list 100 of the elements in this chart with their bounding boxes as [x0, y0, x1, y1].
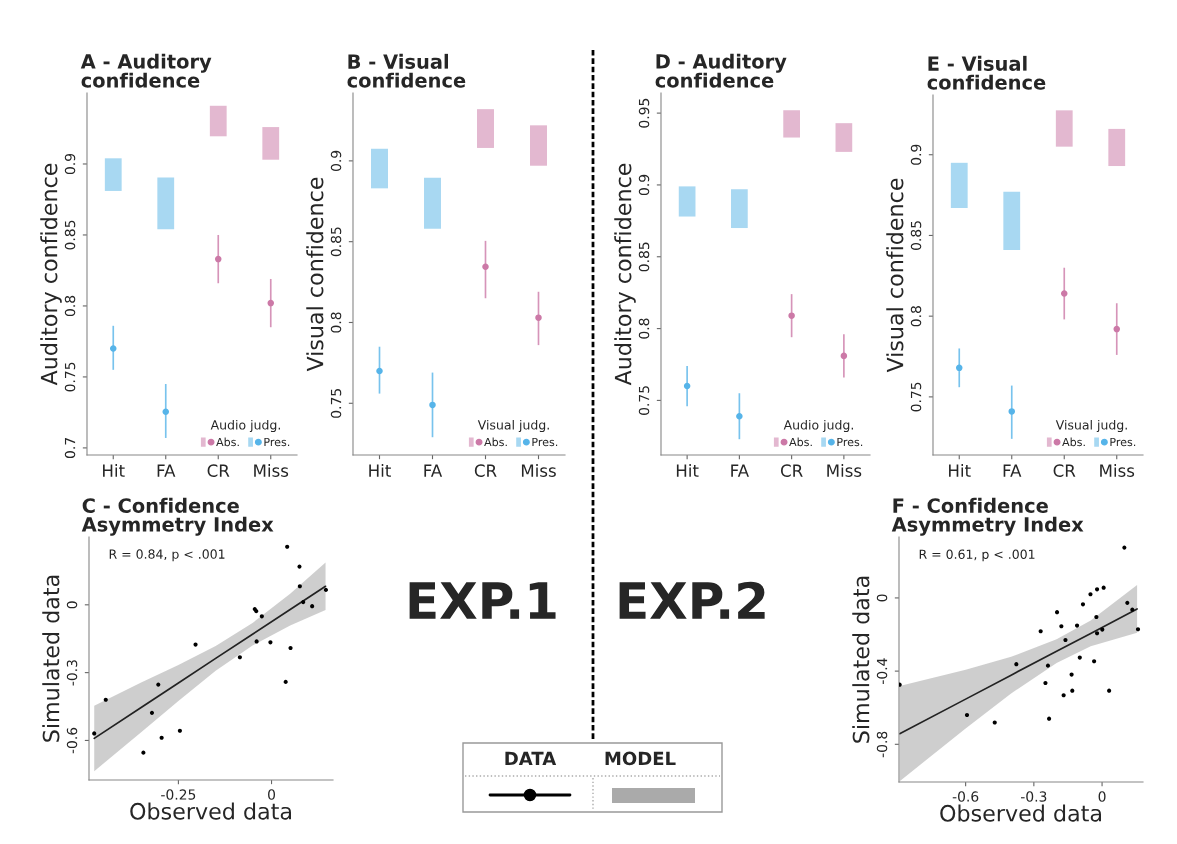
point — [1043, 680, 1048, 686]
point — [376, 367, 383, 375]
y-tick-label: 0.8 — [910, 306, 922, 327]
point — [1047, 716, 1052, 721]
x-tick-label: Hit — [369, 464, 391, 477]
y-tick-label: 0.9 — [910, 144, 922, 165]
point — [109, 345, 117, 352]
y-tick-label: 0.85 — [330, 227, 342, 257]
bar — [424, 177, 441, 229]
chart-title: B - Visual confidence — [347, 53, 466, 88]
point — [301, 600, 306, 605]
point — [1130, 607, 1135, 612]
legend-label: Pres. — [1110, 437, 1136, 447]
chart-title: A - Auditory confidence — [80, 53, 212, 88]
point — [535, 314, 542, 321]
point — [788, 312, 795, 319]
point — [1061, 693, 1066, 698]
point — [237, 655, 242, 660]
x-tick-label: 0 — [1098, 791, 1106, 802]
point — [177, 728, 182, 733]
text: EXP.1 — [409, 582, 556, 619]
y-tick-label: -0.8 — [876, 731, 888, 758]
bar — [1108, 128, 1126, 167]
point — [1074, 623, 1080, 628]
legend-label: Abs. — [1062, 437, 1085, 447]
legend-label: Abs. — [216, 437, 239, 447]
point — [992, 720, 997, 725]
bar — [950, 162, 968, 208]
bar — [477, 109, 494, 148]
text: DATA — [505, 751, 557, 765]
point — [1038, 629, 1043, 634]
x-tick-label: FA — [157, 464, 176, 477]
point — [736, 412, 743, 420]
legend-label: Abs. — [484, 437, 507, 447]
point — [285, 544, 290, 549]
y-axis-title: Auditory confidence — [614, 163, 636, 386]
bar — [262, 127, 280, 160]
y-tick-label: -0.3 — [66, 660, 78, 686]
legend-label: Pres. — [532, 437, 558, 447]
y-tick-label: 0 — [66, 601, 78, 609]
legend-title: Visual judg. — [1055, 419, 1127, 433]
legend-label: Abs. — [789, 437, 812, 447]
y-tick-label: 0 — [876, 594, 888, 602]
x-tick-label: Miss — [827, 464, 862, 477]
y-tick-label: 0.9 — [330, 150, 342, 171]
y-tick-label: 0.75 — [330, 389, 342, 418]
point — [1080, 602, 1086, 607]
point — [1101, 585, 1106, 590]
x-tick-label: FA — [731, 464, 749, 477]
point — [1054, 610, 1060, 615]
legend-label: Pres. — [264, 437, 290, 447]
y-tick-label: -0.6 — [66, 727, 78, 754]
point — [1063, 637, 1068, 643]
x-tick-label: CR — [780, 464, 803, 477]
bar — [731, 189, 748, 229]
y-axis-title: Visual confidence — [886, 178, 904, 373]
point — [1094, 614, 1099, 620]
x-axis-title: Observed data — [940, 804, 1101, 822]
y-tick-label: 0.8 — [64, 295, 76, 317]
bar — [530, 125, 547, 166]
y-tick-label: 0.85 — [638, 242, 650, 272]
legend-label: Pres. — [837, 437, 863, 447]
y-tick-label: 0.8 — [330, 312, 342, 333]
point — [1070, 688, 1075, 693]
x-tick-label: Miss — [521, 464, 556, 477]
bar — [104, 158, 122, 191]
x-tick-label: -0.3 — [1020, 791, 1047, 802]
x-tick-label: Miss — [254, 464, 289, 477]
point — [159, 735, 164, 740]
point — [1088, 592, 1093, 597]
x-tick-label: 0 — [268, 789, 276, 800]
x-tick-label: CR — [207, 464, 230, 477]
y-tick-label: -0.4 — [876, 658, 888, 684]
point — [1135, 627, 1141, 632]
text: EXP.2 — [619, 581, 765, 619]
y-axis-title: Auditory confidence — [40, 163, 62, 386]
legend-title: Visual judg. — [477, 419, 549, 433]
y-tick-label: 0.75 — [910, 382, 922, 412]
point — [1092, 659, 1097, 664]
point — [482, 263, 489, 270]
text: MODEL — [605, 751, 676, 766]
point — [429, 401, 436, 409]
chart-title: D - Auditory confidence — [655, 53, 787, 88]
point — [259, 614, 264, 619]
bar — [157, 177, 175, 230]
y-axis-title: Visual confidence — [306, 177, 324, 372]
chart-title: F - Confidence Asymmetry Index — [891, 497, 1084, 536]
x-tick-label: FA — [1003, 464, 1022, 477]
point — [899, 682, 902, 687]
x-tick-label: Hit — [949, 464, 971, 477]
y-tick-label: 0.9 — [638, 174, 650, 196]
point — [1094, 587, 1100, 592]
bar — [678, 186, 696, 217]
point — [1014, 662, 1019, 667]
point — [955, 364, 963, 372]
bar — [371, 148, 388, 189]
point — [1077, 655, 1082, 660]
point — [267, 299, 275, 307]
point — [1125, 600, 1130, 605]
point — [1060, 290, 1068, 297]
